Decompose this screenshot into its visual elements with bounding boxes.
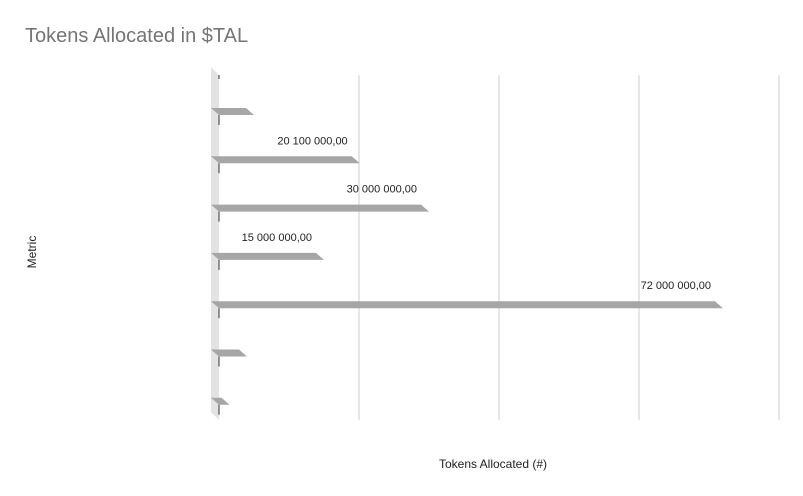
- bar-4: [211, 301, 723, 309]
- bar-data-label-4: 72 000 000,00: [641, 280, 711, 292]
- chart-title: Tokens Allocated in $TAL: [25, 25, 249, 47]
- bar-2: [211, 204, 429, 212]
- bar-data-label-3: 15 000 000,00: [242, 232, 312, 244]
- bar-data-label-2: 30 000 000,00: [347, 184, 417, 196]
- bar-1: [211, 156, 360, 164]
- bar-5: [211, 349, 247, 357]
- bar-6: [211, 397, 230, 405]
- bar-3: [211, 252, 324, 260]
- x-axis-title: Tokens Allocated (#): [438, 457, 548, 471]
- chart-wall: [211, 67, 219, 420]
- bar-0: [211, 108, 254, 115]
- y-axis-title: Metric: [25, 235, 39, 269]
- bar-data-label-1: 20 100 000,00: [277, 135, 347, 147]
